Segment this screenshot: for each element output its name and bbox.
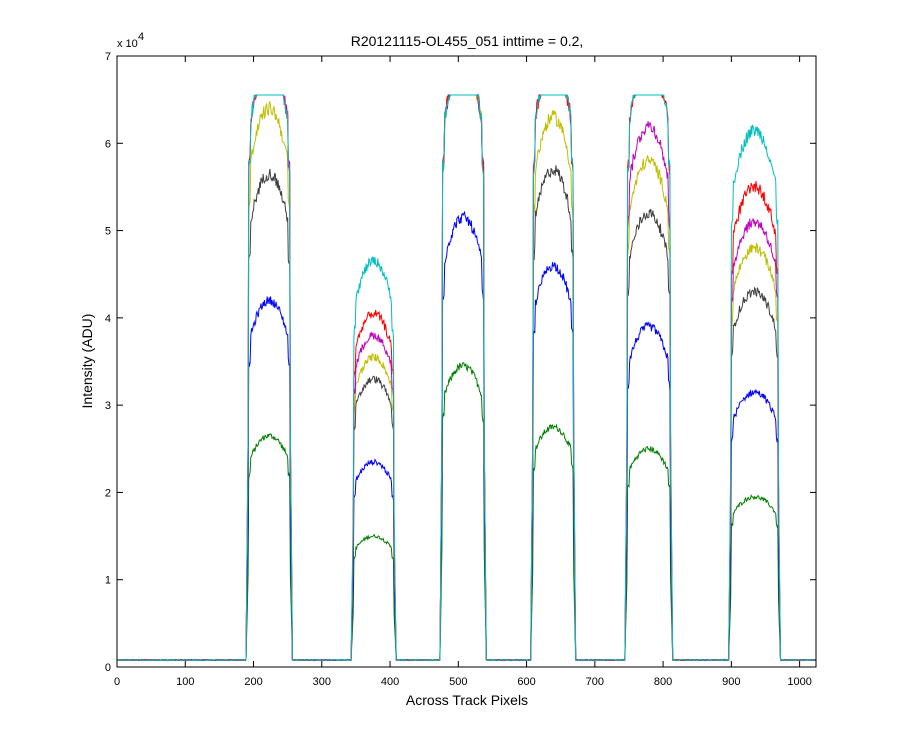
y-tick-label: 3 [105, 400, 111, 412]
series-line [116, 93, 817, 662]
label-layer: 0 100 200 300 400 500 600 700 800 900 1000 0 1 2 3 4 5 6 7 [105, 51, 812, 688]
y-tick-label: 4 [105, 313, 111, 325]
x-tick-label: 1000 [787, 676, 811, 688]
y-multiplier-exponent: 4 [138, 31, 144, 43]
y-multiplier-label: x 10 [117, 38, 138, 50]
x-tick-label: 400 [381, 676, 399, 688]
x-tick-label: 0 [114, 676, 120, 688]
x-tick-label: 300 [313, 676, 331, 688]
y-tick-label: 2 [105, 487, 111, 499]
plot-area [117, 56, 816, 667]
x-axis-title: Across Track Pixels [406, 692, 528, 708]
x-tick-label: 700 [586, 676, 604, 688]
x-tick-label: 800 [654, 676, 672, 688]
y-tick-label: 5 [105, 226, 111, 238]
y-tick-label: 0 [105, 662, 111, 674]
y-axis-title: Intensity (ADU) [79, 314, 95, 409]
y-tick-label: 6 [105, 138, 111, 150]
x-tick-label: 100 [176, 676, 194, 688]
series-layer [116, 93, 817, 662]
x-tick-label: 500 [449, 676, 467, 688]
y-tick-label: 7 [105, 51, 111, 63]
y-tick-label: 1 [105, 575, 111, 587]
plot-frame [116, 55, 817, 668]
x-tick-label: 900 [722, 676, 740, 688]
x-tick-label: 600 [517, 676, 535, 688]
chart-title: R20121115-OL455_051 inttime = 0.2, [351, 33, 584, 49]
x-tick-label: 200 [244, 676, 262, 688]
